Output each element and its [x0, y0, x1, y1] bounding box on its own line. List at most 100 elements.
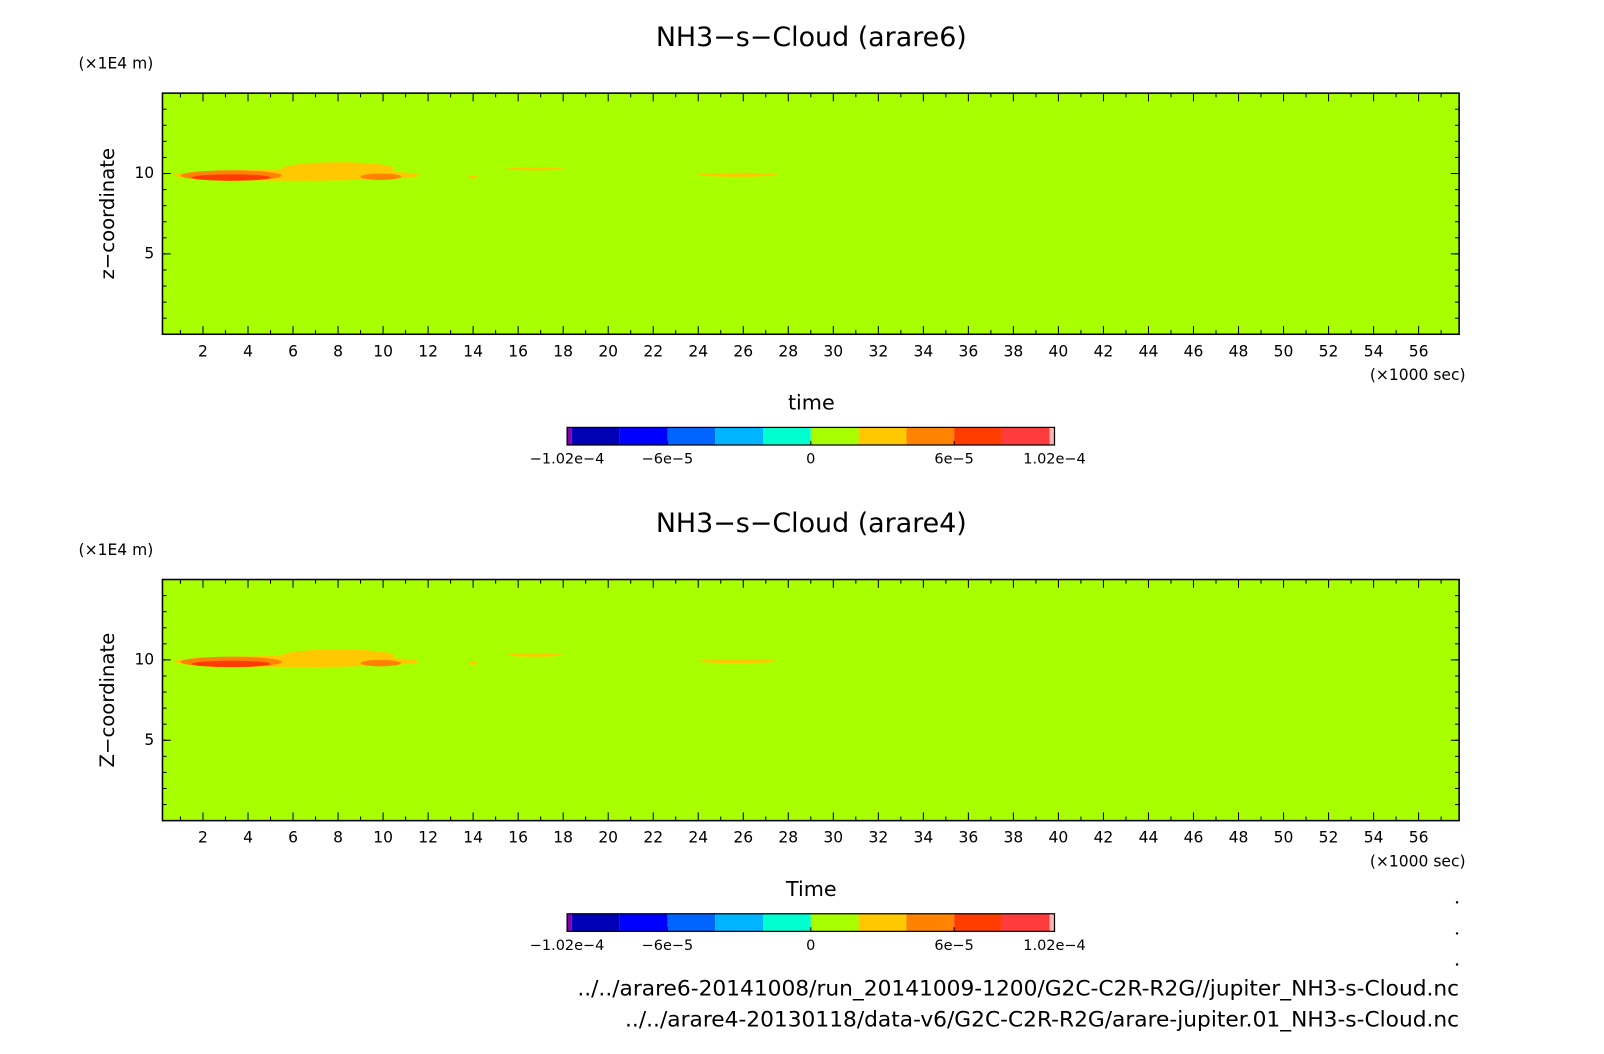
x-tick-label: 50 — [1274, 342, 1294, 360]
colorbar-segment — [567, 427, 572, 445]
contour-region — [506, 653, 564, 657]
x-tick-label: 28 — [778, 342, 798, 360]
contour-region — [506, 167, 564, 171]
contour-region — [468, 661, 478, 665]
colorbar-segment — [858, 913, 907, 932]
colorbar-segment — [571, 427, 620, 445]
x-tick-label: 46 — [1184, 829, 1204, 847]
colorbar-segment — [715, 913, 764, 932]
x-tick-label: 28 — [778, 829, 798, 847]
x-tick-label: 10 — [373, 342, 393, 360]
x-tick-label: 24 — [688, 342, 708, 360]
colorbar-tick-label: 1.02e−4 — [1023, 451, 1085, 467]
x-axis-label: Time — [785, 877, 837, 901]
colorbar-segment — [954, 913, 1002, 932]
plot-area — [162, 579, 1460, 821]
x-tick-label: 44 — [1139, 829, 1159, 847]
x-tick-label: 6 — [288, 829, 298, 847]
x-tick-label: 12 — [418, 342, 438, 360]
x-tick-label: 12 — [418, 829, 438, 847]
x-tick-label: 2 — [198, 342, 208, 360]
colorbar-segment — [763, 427, 811, 445]
x-tick-label: 22 — [643, 342, 663, 360]
x-tick-label: 20 — [598, 342, 618, 360]
x-tick-label: 54 — [1364, 829, 1384, 847]
colorbar-tick-label: −6e−5 — [642, 938, 694, 954]
colorbar-tick-label: 1.02e−4 — [1023, 938, 1085, 954]
colorbar-segment — [954, 427, 1002, 445]
x-axis-label: time — [788, 391, 835, 415]
x-tick-label: 26 — [733, 829, 753, 847]
y-unit: (×1E4 m) — [79, 541, 154, 559]
x-tick-label: 40 — [1049, 342, 1069, 360]
y-tick-label: 5 — [144, 731, 154, 749]
colorbar-segment — [906, 427, 955, 445]
colorbar-segment — [858, 427, 907, 445]
x-tick-label: 32 — [868, 829, 888, 847]
contour-region — [698, 659, 778, 664]
x-tick-label: 18 — [553, 829, 573, 847]
colorbar-tick-label: −1.02e−4 — [530, 938, 605, 954]
x-tick-label: 18 — [553, 342, 573, 360]
colorbar-segment — [571, 913, 620, 932]
x-tick-label: 52 — [1319, 342, 1339, 360]
x-tick-label: 8 — [333, 342, 343, 360]
colorbar-segment — [1049, 913, 1055, 932]
colorbar-tick-label: −6e−5 — [642, 451, 694, 467]
contour-region — [698, 172, 778, 177]
contour-region — [281, 162, 395, 176]
x-tick-label: 4 — [243, 342, 253, 360]
x-tick-label: 36 — [959, 342, 979, 360]
x-tick-label: 34 — [913, 829, 933, 847]
x-tick-label: 8 — [333, 829, 343, 847]
x-tick-label: 24 — [688, 829, 708, 847]
x-tick-label: 42 — [1094, 829, 1114, 847]
contour-region — [360, 173, 402, 180]
plot-area — [162, 93, 1460, 335]
y-axis-label: Z−coordinate — [96, 633, 119, 768]
x-tick-label: 38 — [1004, 829, 1024, 847]
x-tick-label: 26 — [733, 342, 753, 360]
colorbar-segment — [906, 913, 955, 932]
y-tick-label: 10 — [134, 164, 154, 182]
y-axis-label: z−coordinate — [96, 148, 119, 280]
colorbar-segment — [810, 913, 859, 932]
contour-region — [191, 660, 271, 668]
x-tick-label: 44 — [1139, 342, 1159, 360]
colorbar-segment — [667, 427, 716, 445]
x-tick-label: 56 — [1409, 829, 1429, 847]
colorbar-segment — [1001, 913, 1050, 932]
colorbar-segment — [667, 913, 716, 932]
colorbar-segment — [1001, 427, 1050, 445]
y-unit: (×1E4 m) — [79, 55, 154, 73]
dot — [1455, 901, 1459, 904]
x-tick-label: 30 — [823, 342, 843, 360]
colorbar-tick-label: 0 — [806, 451, 815, 467]
x-tick-label: 56 — [1409, 342, 1429, 360]
y-tick-label: 10 — [134, 650, 154, 668]
colorbar-tick-label: −1.02e−4 — [530, 451, 605, 467]
colorbar-segment — [810, 427, 859, 445]
x-tick-label: 34 — [913, 342, 933, 360]
contour-region — [281, 649, 395, 662]
x-tick-label: 46 — [1184, 342, 1204, 360]
x-tick-label: 48 — [1229, 342, 1249, 360]
colorbar-segment — [619, 427, 668, 445]
background-field — [162, 579, 1460, 821]
colorbar-tick-label: 0 — [806, 938, 815, 954]
x-tick-label: 36 — [959, 829, 979, 847]
contour-region — [360, 659, 402, 667]
chart-title: NH3−s−Cloud (arare4) — [656, 508, 967, 539]
x-unit: (×1000 sec) — [1370, 853, 1466, 871]
colorbar-tick-label: 6e−5 — [934, 451, 973, 467]
footer-path: ../../arare6-20141008/run_20141009-1200/… — [577, 976, 1459, 1001]
x-tick-label: 6 — [288, 342, 298, 360]
x-unit: (×1000 sec) — [1370, 366, 1466, 384]
footer-path: ../../arare4-20130118/data-v6/G2C-C2R-R2… — [625, 1007, 1459, 1032]
x-tick-label: 14 — [463, 829, 483, 847]
x-tick-label: 2 — [198, 829, 208, 847]
x-tick-label: 16 — [508, 342, 528, 360]
x-tick-label: 16 — [508, 829, 528, 847]
